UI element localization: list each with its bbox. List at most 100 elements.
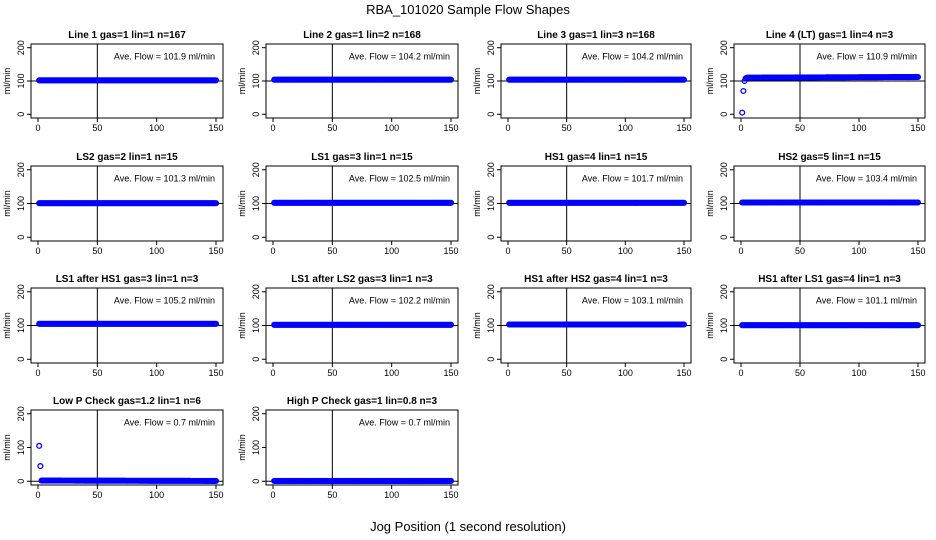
- x-tick-label: 50: [92, 368, 102, 378]
- y-axis-label: ml/min: [237, 434, 247, 461]
- x-tick-label: 0: [505, 123, 510, 133]
- x-tick-label: 0: [505, 246, 510, 256]
- x-tick-label: 100: [384, 368, 399, 378]
- y-tick-label: 100: [16, 440, 26, 455]
- y-axis-label: ml/min: [237, 190, 247, 217]
- average-flow-annotation: Ave. Flow = 104.2 ml/min: [582, 51, 683, 61]
- x-tick-label: 50: [92, 490, 102, 500]
- y-tick-label: 200: [251, 284, 261, 299]
- x-tick-label: 50: [92, 246, 102, 256]
- average-flow-annotation: Ave. Flow = 105.2 ml/min: [114, 296, 215, 306]
- data-series: [739, 73, 922, 116]
- data-series: [36, 320, 220, 327]
- y-tick-label: 100: [486, 196, 496, 211]
- panel-3: Line 3 gas=1 lin=3 n=168 ml/min 0 50 100 150 0…: [472, 30, 692, 133]
- x-tick-label: 100: [149, 490, 164, 500]
- y-tick-label: 100: [719, 73, 729, 88]
- average-flow-annotation: Ave. Flow = 104.2 ml/min: [349, 51, 450, 61]
- x-tick-label: 150: [676, 246, 691, 256]
- panel-title: Line 2 gas=1 lin=2 n=168: [303, 30, 421, 41]
- y-tick-label: 0: [251, 357, 261, 362]
- data-point: [446, 199, 453, 206]
- x-tick-label: 50: [795, 123, 805, 133]
- data-point: [211, 320, 218, 327]
- x-tick-label: 150: [208, 368, 223, 378]
- x-tick-label: 100: [149, 246, 164, 256]
- y-tick-label: 200: [719, 162, 729, 177]
- y-axis-label: ml/min: [705, 68, 715, 95]
- data-point: [446, 321, 453, 328]
- x-tick-label: 150: [910, 368, 925, 378]
- y-tick-label: 100: [16, 318, 26, 333]
- data-series: [36, 200, 220, 207]
- data-series: [506, 76, 688, 83]
- y-tick-label: 0: [719, 357, 729, 362]
- y-tick-label: 200: [486, 284, 496, 299]
- data-point: [679, 76, 686, 83]
- y-tick-label: 200: [16, 284, 26, 299]
- panel-title: Line 4 (LT) gas=1 lin=4 n=3: [766, 30, 894, 41]
- panel-title: HS1 after LS1 gas=4 lin=1 n=3: [758, 274, 901, 285]
- average-flow-annotation: Ave. Flow = 0.7 ml/min: [359, 418, 450, 428]
- data-series: [271, 199, 455, 206]
- data-point: [679, 199, 686, 206]
- y-tick-label: 0: [486, 235, 496, 240]
- y-tick-label: 100: [486, 73, 496, 88]
- average-flow-annotation: Ave. Flow = 102.5 ml/min: [349, 174, 450, 184]
- panel-title: HS1 after HS2 gas=4 lin=1 n=3: [524, 274, 668, 285]
- y-tick-label: 0: [486, 357, 496, 362]
- panel-7: HS1 gas=4 lin=1 n=15 ml/min 0 50 100 150 0 100 2…: [472, 152, 692, 256]
- y-tick-label: 200: [251, 406, 261, 421]
- x-tick-label: 0: [270, 123, 275, 133]
- panel-title: LS1 gas=3 lin=1 n=15: [311, 152, 413, 163]
- x-tick-label: 100: [851, 123, 866, 133]
- panel-title: LS2 gas=2 lin=1 n=15: [76, 152, 178, 163]
- data-series: [506, 199, 688, 206]
- x-tick-label: 0: [270, 246, 275, 256]
- y-tick-label: 200: [16, 162, 26, 177]
- panel-12: HS1 after LS1 gas=4 lin=1 n=3 ml/min 0 50 10…: [705, 274, 926, 378]
- x-tick-label: 0: [738, 123, 743, 133]
- panel-5: LS2 gas=2 lin=1 n=15 ml/min 0 50 100 150 0 100 2…: [2, 152, 224, 256]
- x-tick-label: 100: [384, 246, 399, 256]
- y-tick-label: 100: [251, 73, 261, 88]
- panel-10: LS1 after LS2 gas=3 lin=1 n=3 ml/min 0 50 10…: [237, 274, 459, 378]
- x-tick-label: 100: [618, 246, 633, 256]
- x-tick-label: 100: [851, 246, 866, 256]
- average-flow-annotation: Ave. Flow = 101.7 ml/min: [582, 174, 683, 184]
- y-tick-label: 200: [251, 162, 261, 177]
- data-point: [446, 76, 453, 83]
- average-flow-annotation: Ave. Flow = 0.7 ml/min: [124, 418, 215, 428]
- x-tick-label: 100: [149, 123, 164, 133]
- y-tick-label: 200: [16, 406, 26, 421]
- panel-title: LS1 after LS2 gas=3 lin=1 n=3: [291, 274, 433, 285]
- y-axis-label: ml/min: [2, 434, 12, 461]
- panel-title: LS1 after HS1 gas=3 lin=1 n=3: [56, 274, 199, 285]
- average-flow-annotation: Ave. Flow = 101.3 ml/min: [114, 174, 215, 184]
- y-tick-label: 0: [251, 235, 261, 240]
- data-series: [271, 76, 455, 83]
- x-tick-label: 0: [738, 246, 743, 256]
- average-flow-annotation: Ave. Flow = 103.4 ml/min: [816, 174, 917, 184]
- data-point: [37, 463, 44, 470]
- panel-1: Line 1 gas=1 lin=1 n=167 ml/min 0 50 100 150 0…: [2, 30, 224, 133]
- panel-title: High P Check gas=1 lin=0.8 n=3: [287, 396, 438, 407]
- x-tick-label: 100: [618, 368, 633, 378]
- x-tick-label: 150: [910, 246, 925, 256]
- data-point: [36, 442, 43, 449]
- x-tick-label: 50: [562, 368, 572, 378]
- x-tick-label: 0: [35, 246, 40, 256]
- average-flow-annotation: Ave. Flow = 103.1 ml/min: [582, 296, 683, 306]
- data-series: [506, 321, 688, 328]
- panel-title: Line 1 gas=1 lin=1 n=167: [68, 30, 186, 41]
- y-tick-label: 100: [16, 73, 26, 88]
- data-point: [679, 321, 686, 328]
- panel-13: Low P Check gas=1.2 lin=1 n=6 ml/min 0 50 10…: [2, 396, 224, 500]
- y-axis-label: ml/min: [237, 312, 247, 339]
- figure-x-axis-label: Jog Position (1 second resolution): [370, 519, 566, 534]
- x-tick-label: 100: [384, 490, 399, 500]
- x-tick-label: 150: [208, 490, 223, 500]
- y-tick-label: 0: [251, 479, 261, 484]
